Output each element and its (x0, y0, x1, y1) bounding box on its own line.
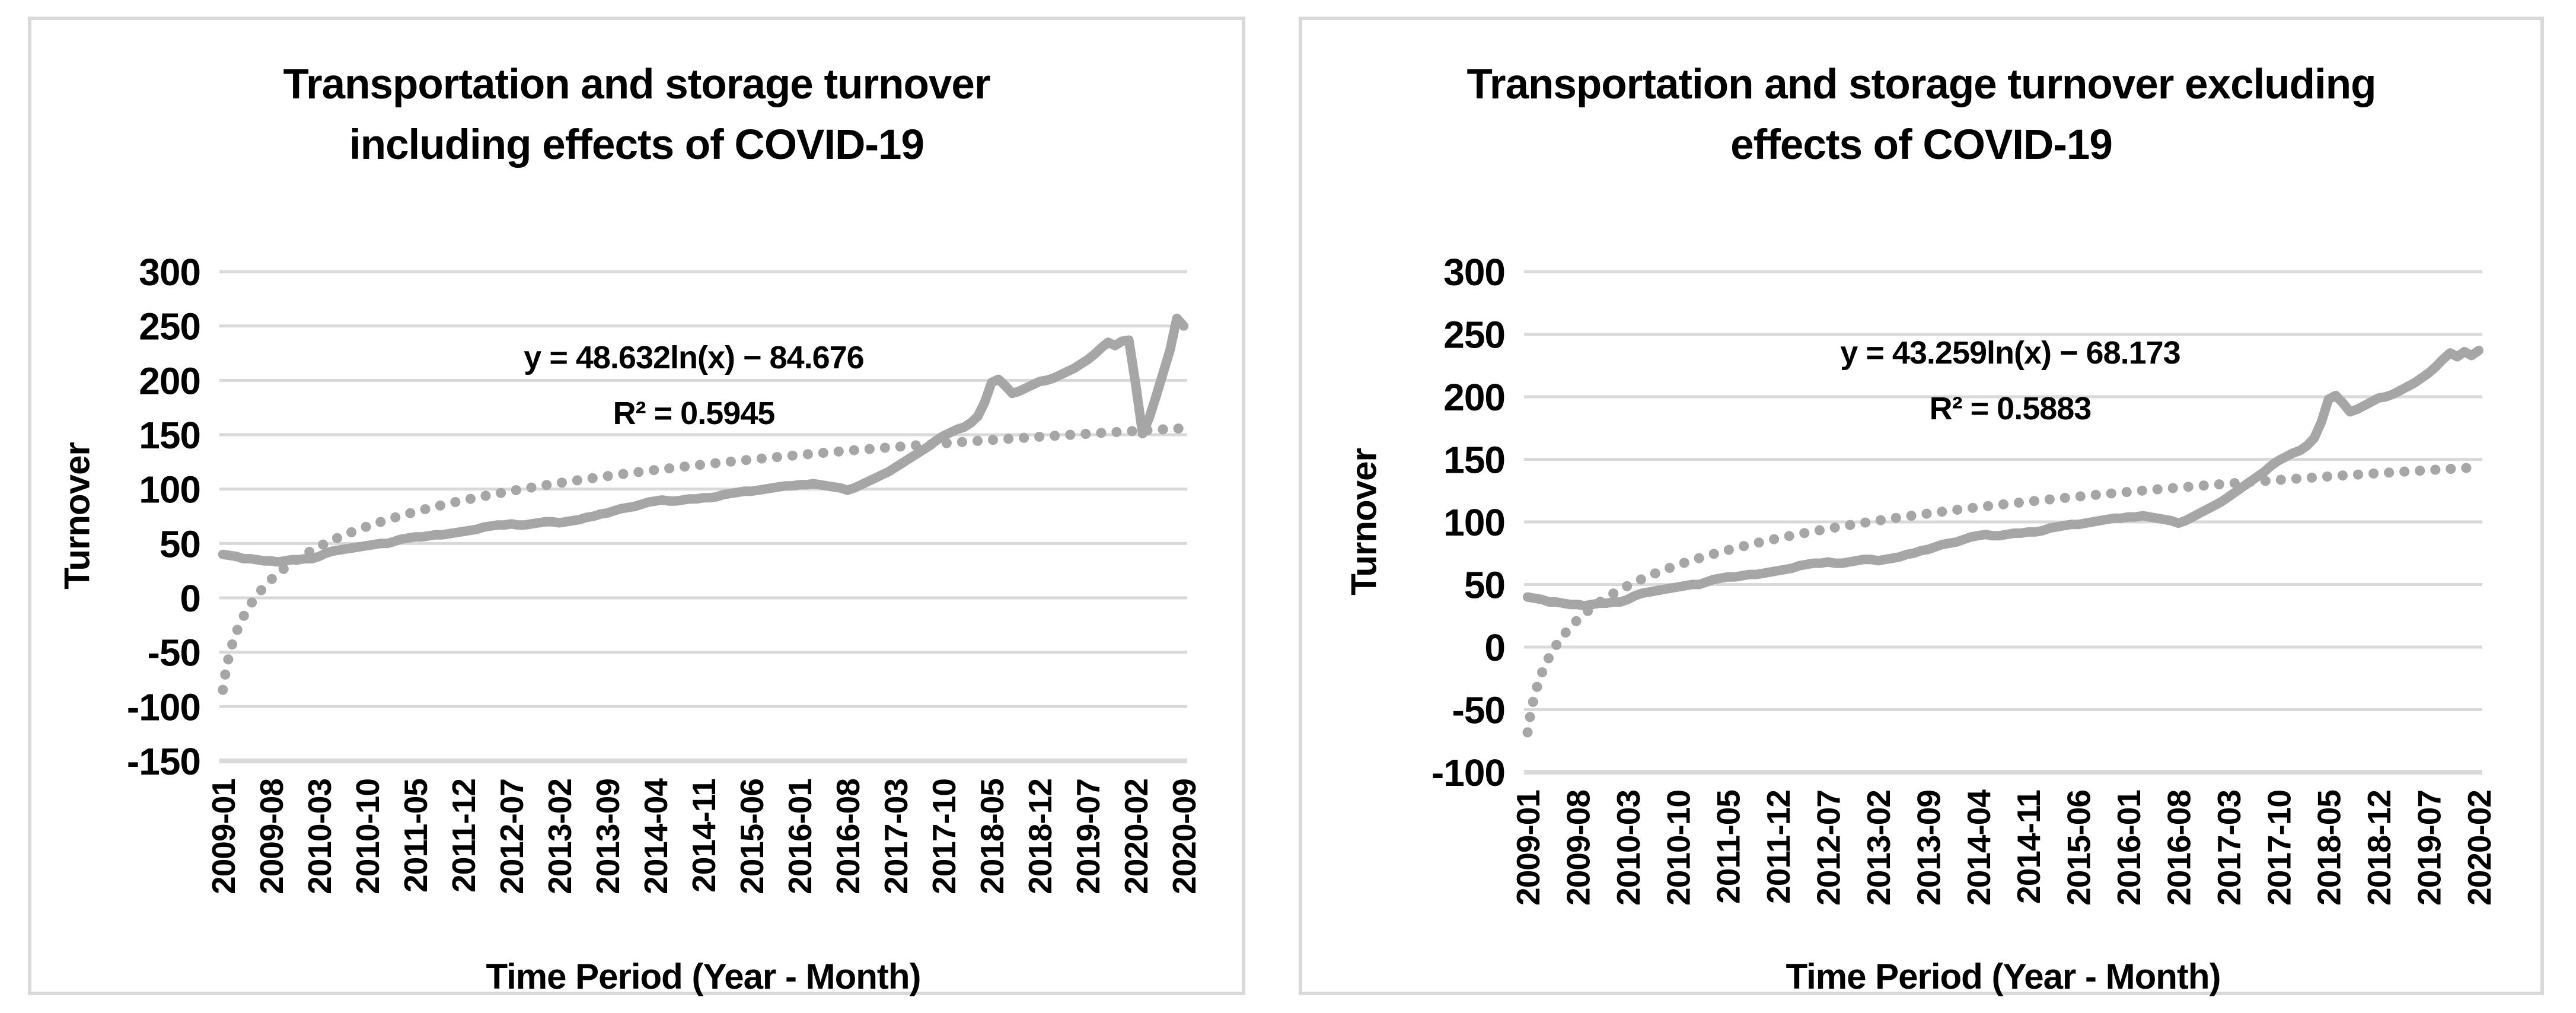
y-tick-label: 150 (139, 414, 200, 457)
y-tick-label: 100 (1443, 501, 1505, 544)
x-tick-label: 2009-01 (205, 779, 242, 894)
x-tick-label: 2012-07 (1810, 790, 1847, 906)
x-tick-label: 2018-05 (2311, 790, 2348, 906)
chart-title-including: Transportation and storage turnover incl… (28, 55, 1245, 176)
y-tick-label: 0 (1484, 626, 1505, 669)
y-axis-title: Turnover (1344, 448, 1384, 595)
x-tick-label: 2018-12 (1022, 779, 1059, 894)
y-tick-label: 200 (1443, 376, 1505, 419)
x-tick-label: 2014-04 (637, 778, 674, 894)
x-tick-label: 2010-03 (1610, 790, 1647, 906)
x-tick-label: 2020-02 (1118, 779, 1155, 894)
chart-title-line: Transportation and storage turnover (283, 61, 991, 108)
turnover-line (218, 313, 1189, 567)
y-tick-label: 250 (139, 305, 200, 348)
x-tick-label: 2015-06 (2061, 790, 2097, 906)
x-tick-label: 2011-05 (397, 779, 434, 893)
trendline-dotted (218, 423, 1189, 695)
x-tick-label: 2018-12 (2361, 790, 2398, 906)
y-tick-label: 300 (1443, 251, 1505, 294)
y-tick-label: 300 (139, 251, 200, 294)
chart-title-excluding: Transportation and storage turnover excl… (1299, 55, 2544, 176)
y-tick-label: 100 (139, 469, 200, 511)
trendline-equation: y = 48.632ln(x) − 84.676 (524, 340, 864, 375)
chart-title-line: Transportation and storage turnover excl… (1466, 61, 2376, 108)
x-tick-label: 2014-11 (686, 779, 722, 893)
y-tick-label: 200 (139, 359, 200, 402)
x-tick-label: 2009-08 (1560, 790, 1596, 906)
y-axis-title: Turnover (57, 442, 97, 590)
x-tick-label: 2013-02 (1860, 790, 1897, 906)
x-axis-title: Time Period (Year - Month) (1786, 957, 2221, 996)
x-tick-label: 2016-08 (830, 779, 866, 894)
x-tick-label: 2019-07 (1070, 779, 1107, 894)
chart-panel-excluding (1299, 17, 2544, 995)
x-tick-label: 2011-05 (1710, 790, 1747, 904)
x-tick-label: 2013-02 (541, 779, 578, 894)
x-tick-label: 2015-06 (734, 779, 770, 894)
y-tick-label: 50 (1464, 564, 1505, 607)
x-tick-label: 2010-03 (301, 779, 338, 894)
x-tick-label: 2014-11 (2010, 790, 2047, 904)
turnover-line (1523, 345, 2483, 611)
y-tick-label: 250 (1443, 314, 1505, 356)
x-tick-label: 2020-09 (1166, 779, 1203, 894)
x-tick-label: 2011-12 (445, 779, 482, 893)
y-tick-label: -150 (127, 740, 200, 783)
x-tick-label: 2020-02 (2461, 790, 2498, 906)
y-tick-label: -50 (1452, 689, 1506, 732)
x-tick-label: 2011-12 (1760, 790, 1797, 904)
y-tick-label: 150 (1443, 439, 1505, 482)
y-tick-label: 0 (180, 577, 200, 620)
x-tick-label: 2017-03 (2211, 790, 2247, 906)
x-tick-label: 2010-10 (349, 779, 386, 894)
r-squared-value: R² = 0.5945 (613, 396, 776, 431)
y-tick-label: 50 (160, 523, 200, 565)
trendline-dotted (1522, 462, 2484, 738)
x-tick-label: 2019-07 (2411, 790, 2448, 906)
x-tick-label: 2013-09 (1910, 790, 1947, 906)
x-tick-label: 2016-01 (2110, 790, 2147, 906)
trendline-annotation-including: y = 48.632ln(x) − 84.676 R² = 0.5945 (279, 330, 1109, 441)
r-squared-value: R² = 0.5883 (1929, 391, 2092, 426)
x-tick-label: 2010-10 (1660, 790, 1697, 906)
x-tick-label: 2017-10 (2261, 790, 2297, 906)
y-tick-label: -50 (148, 632, 201, 674)
x-tick-label: 2018-05 (974, 779, 1010, 894)
trendline-annotation-excluding: y = 43.259ln(x) − 68.173 R² = 0.5883 (1595, 325, 2425, 437)
x-tick-label: 2012-07 (493, 779, 530, 894)
x-axis-title: Time Period (Year - Month) (486, 957, 922, 996)
x-tick-label: 2013-09 (589, 779, 626, 894)
x-tick-label: 2009-01 (1510, 790, 1547, 906)
x-tick-label: 2016-08 (2160, 790, 2197, 906)
x-tick-label: 2016-01 (782, 779, 818, 894)
x-tick-label: 2017-10 (926, 779, 962, 894)
x-tick-label: 2014-04 (1960, 789, 1997, 906)
chart-title-line: including effects of COVID-19 (349, 122, 924, 168)
chart-title-line: effects of COVID-19 (1730, 122, 2113, 168)
x-tick-label: 2009-08 (253, 779, 290, 894)
y-tick-label: -100 (127, 686, 200, 728)
x-tick-label: 2017-03 (878, 779, 914, 894)
trendline-equation: y = 43.259ln(x) − 68.173 (1840, 335, 2180, 371)
y-tick-label: -100 (1432, 751, 1505, 794)
